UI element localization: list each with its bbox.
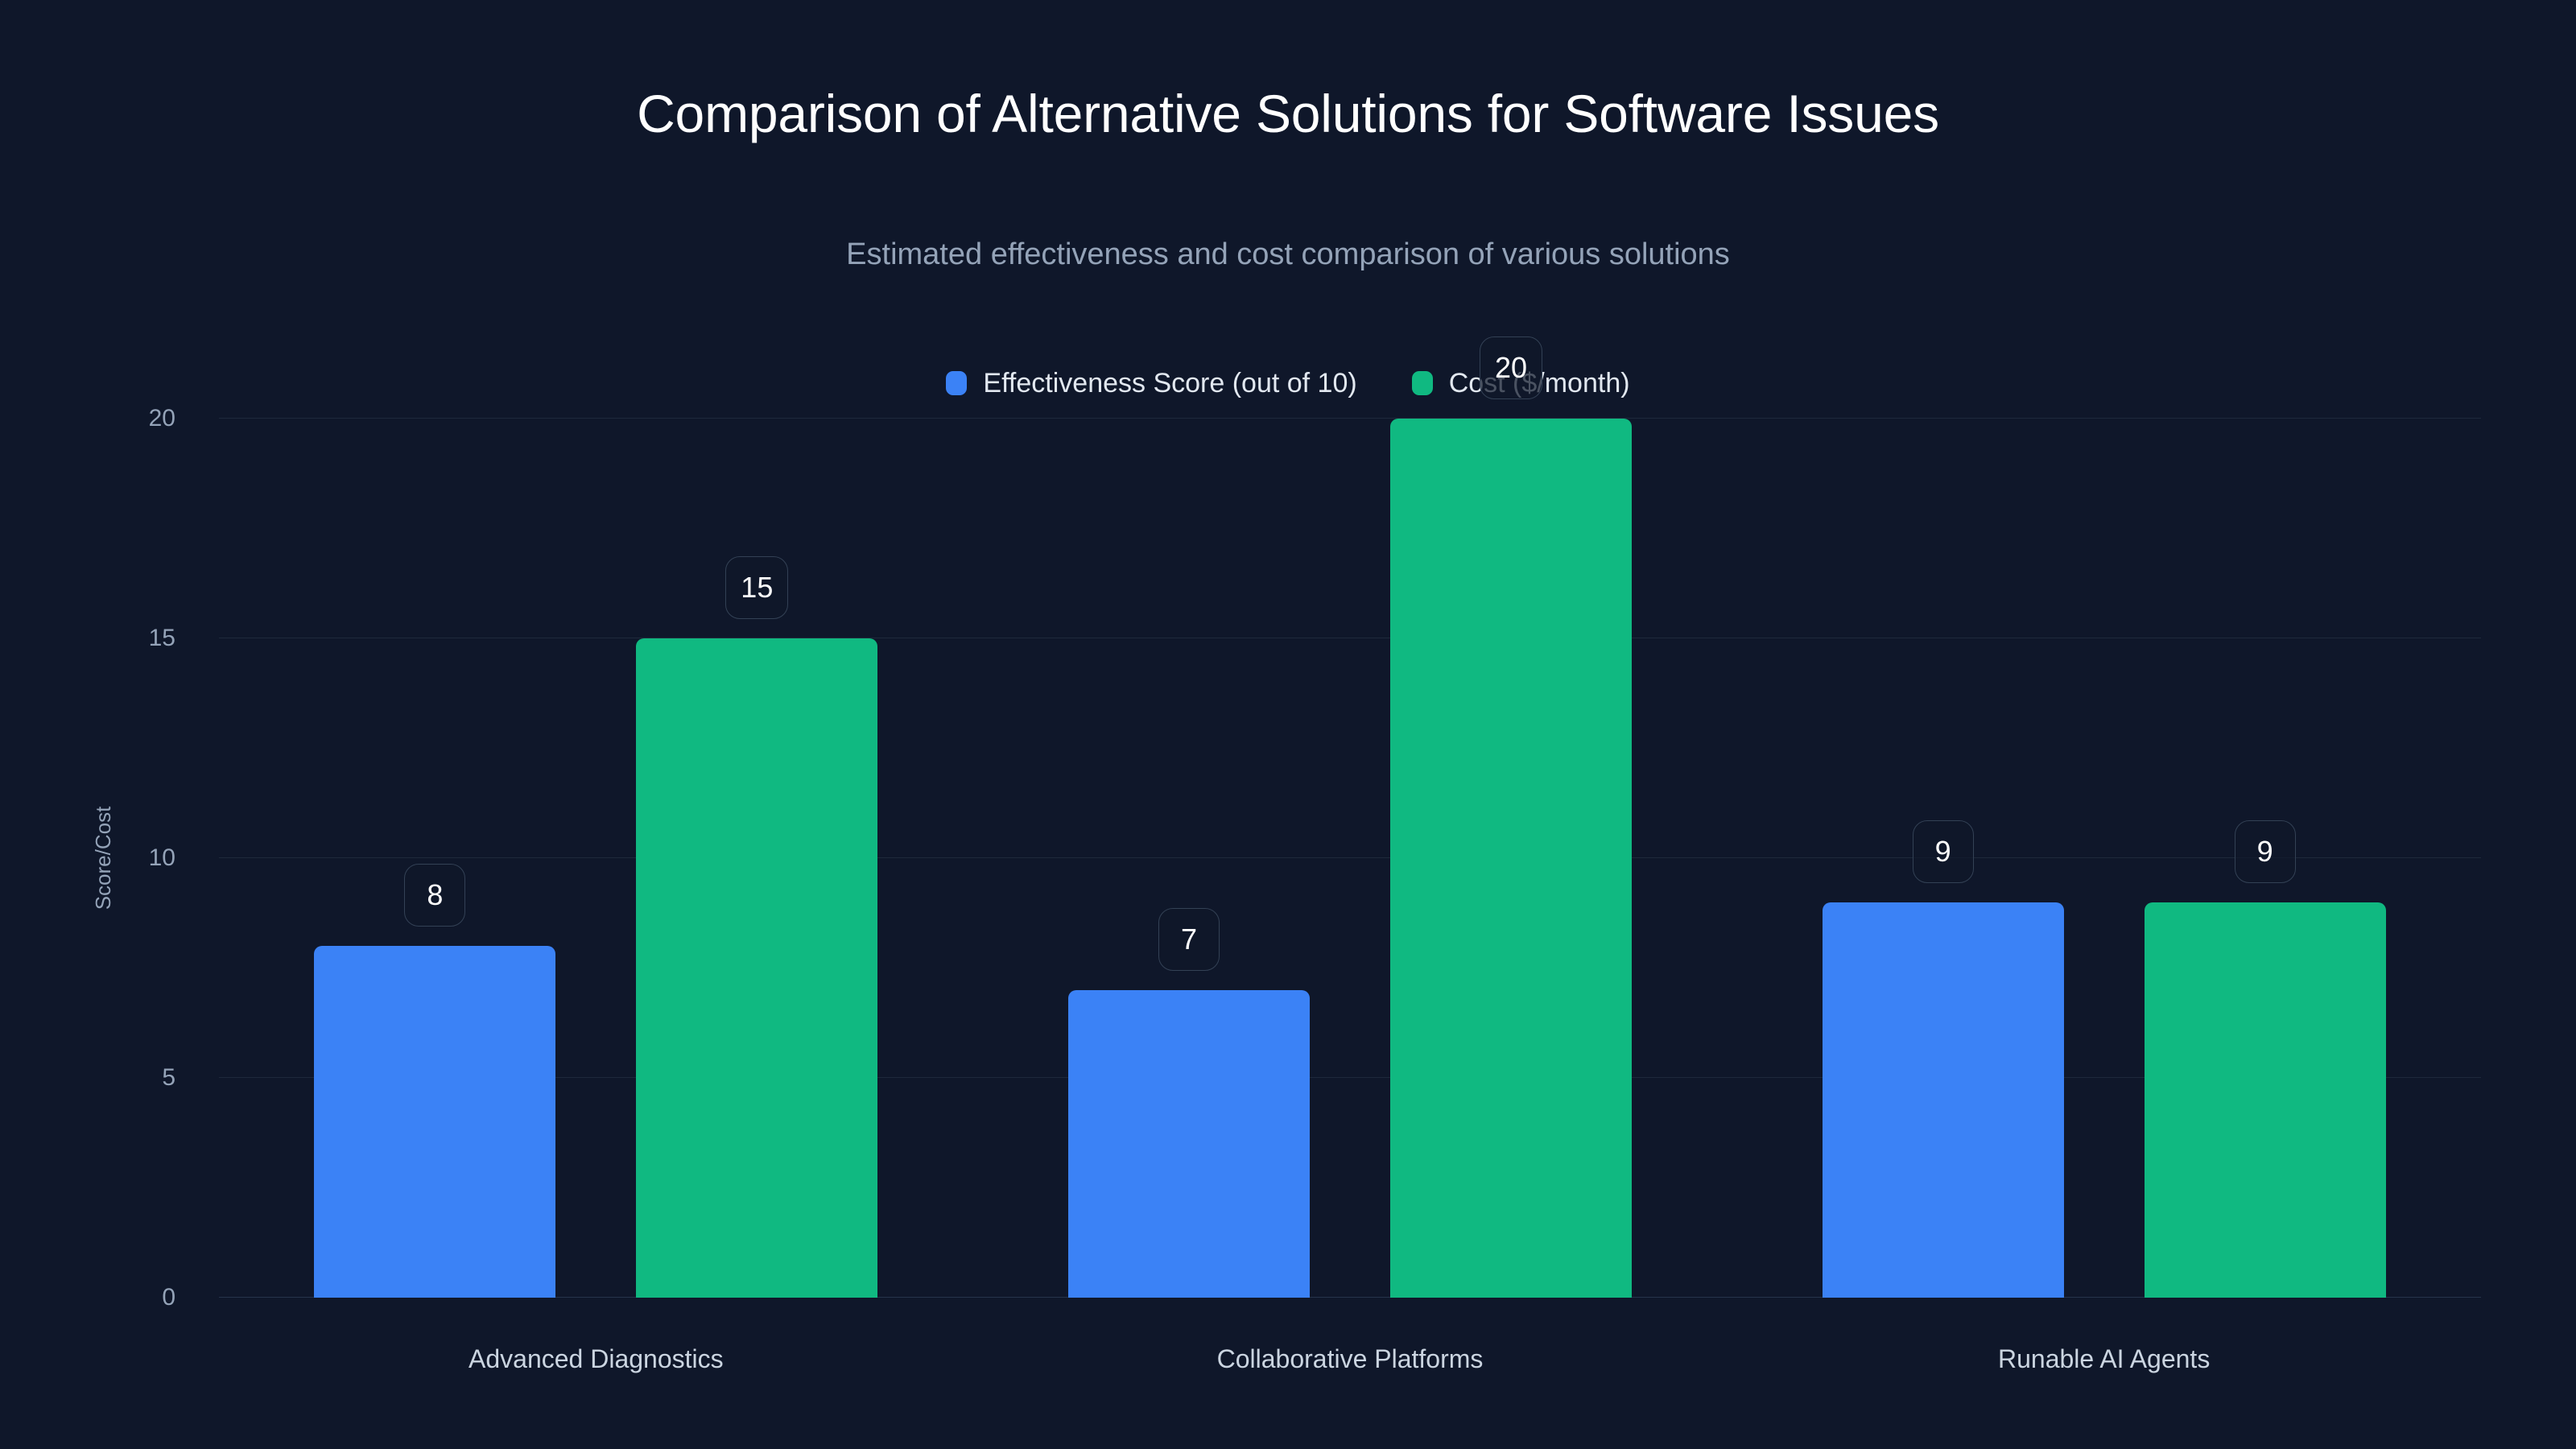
- x-axis-category-label: Advanced Diagnostics: [469, 1344, 724, 1373]
- legend-swatch-icon: [1411, 371, 1433, 395]
- bar[interactable]: [1068, 989, 1310, 1298]
- chart-subtitle: Estimated effectiveness and cost compari…: [846, 237, 1730, 271]
- y-axis-tick-label: 10: [148, 844, 175, 871]
- y-axis-tick-labels: 0 5 10 15 20: [0, 407, 193, 1310]
- legend-label: Effectiveness Score (out of 10): [983, 368, 1357, 398]
- bar-value-label: 20: [1479, 336, 1543, 399]
- legend-item-0[interactable]: Effectiveness Score (out of 10): [946, 368, 1357, 398]
- y-axis-tick-label: 20: [148, 405, 175, 431]
- bar[interactable]: [2144, 902, 2386, 1298]
- bar[interactable]: [1822, 902, 2064, 1298]
- gridline: [219, 1077, 2481, 1078]
- gridline: [219, 857, 2481, 858]
- plot-area: 8 15 Advanced Diagnostics 7 20 Collaborative …: [219, 336, 2481, 1372]
- chart-title: Comparison of Alternative Solutions for …: [637, 84, 1939, 143]
- gridline: [219, 1297, 2481, 1298]
- bar[interactable]: [636, 638, 878, 1298]
- bar-value-label: 8: [404, 864, 466, 927]
- gridline: [219, 418, 2481, 419]
- x-axis-category-label: Runable AI Agents: [1998, 1344, 2211, 1373]
- chart-legend: Effectiveness Score (out of 10) Cost ($/m…: [0, 369, 2576, 397]
- bar-value-label: 9: [1912, 819, 1974, 883]
- y-axis-title: Score/Cost: [91, 806, 115, 910]
- legend-swatch-icon: [946, 371, 968, 395]
- y-axis-tick-label: 5: [162, 1064, 175, 1091]
- bar[interactable]: [314, 946, 556, 1298]
- y-axis-tick-label: 15: [148, 625, 175, 651]
- bar-value-label: 15: [725, 556, 789, 619]
- bar[interactable]: [1390, 419, 1632, 1298]
- bar-value-label: 7: [1158, 907, 1220, 971]
- y-axis-tick-label: 0: [162, 1284, 175, 1311]
- bar-value-label: 9: [2234, 819, 2296, 883]
- x-axis-category-label: Collaborative Platforms: [1216, 1344, 1484, 1373]
